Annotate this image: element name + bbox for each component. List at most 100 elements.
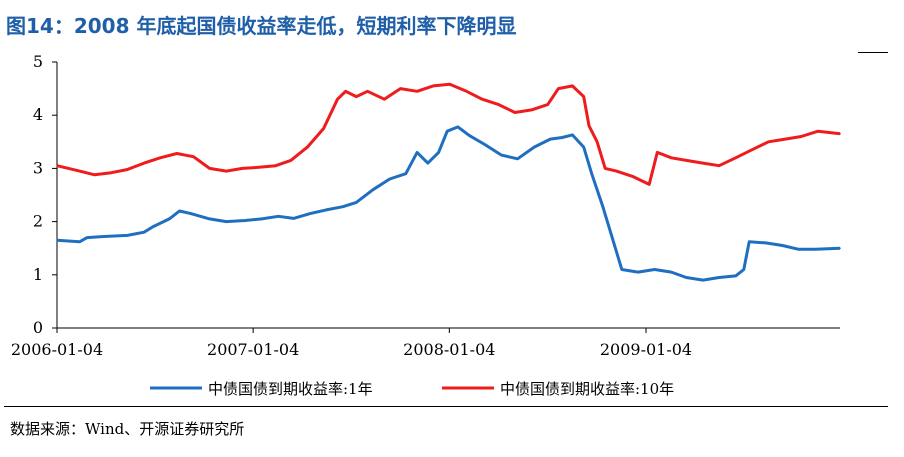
data-point xyxy=(78,170,81,172)
data-point xyxy=(143,231,145,234)
data-point xyxy=(178,210,181,212)
data-point xyxy=(192,155,195,158)
data-point xyxy=(718,276,720,279)
data-point xyxy=(416,151,418,154)
data-point xyxy=(481,98,483,101)
data-point xyxy=(383,98,386,101)
y-tick-label: 1 xyxy=(33,265,43,284)
data-point xyxy=(449,83,451,86)
data-point xyxy=(208,167,211,170)
data-point xyxy=(631,175,634,178)
series-line-10y xyxy=(56,82,841,186)
chart-axes: 0 1 2 3 4 5 2006-01-04 2007-01-04 2008-01-04 2009… xyxy=(11,52,840,359)
data-point xyxy=(102,235,105,238)
data-point xyxy=(325,209,328,211)
data-point xyxy=(571,134,574,136)
source-note: 数据来源：Wind、开源证券研究所 xyxy=(10,420,245,438)
data-point xyxy=(604,167,606,170)
data-point xyxy=(516,158,519,160)
data-point xyxy=(56,239,58,242)
data-point xyxy=(457,126,459,128)
data-point xyxy=(399,87,402,90)
data-point xyxy=(306,146,309,148)
data-point xyxy=(126,168,129,171)
data-point xyxy=(355,95,358,98)
data-point xyxy=(126,234,129,237)
data-point xyxy=(743,268,745,271)
data-point xyxy=(225,220,228,223)
y-tick-label: 3 xyxy=(33,158,43,177)
data-point xyxy=(176,152,178,155)
data-point xyxy=(465,90,468,93)
y-tick-label: 5 xyxy=(33,52,43,71)
data-point xyxy=(427,162,429,164)
data-point xyxy=(208,218,211,220)
data-point xyxy=(432,85,434,87)
data-point xyxy=(621,268,623,271)
data-point xyxy=(86,236,88,239)
data-point xyxy=(514,111,516,114)
data-point xyxy=(533,146,536,148)
y-tick-label: 0 xyxy=(33,318,43,337)
header-rule xyxy=(858,52,888,53)
data-point xyxy=(168,218,171,220)
data-point xyxy=(309,212,311,215)
legend-label: 中债国债到期收益率:1年 xyxy=(208,380,373,398)
data-point xyxy=(685,276,688,279)
data-point xyxy=(718,164,720,167)
footer-rule xyxy=(4,406,888,407)
data-point xyxy=(685,159,688,162)
data-point xyxy=(78,241,81,243)
data-point xyxy=(277,215,280,218)
data-point xyxy=(437,151,440,154)
data-point xyxy=(342,205,344,208)
data-point xyxy=(549,138,552,140)
data-point xyxy=(648,183,651,186)
data-point xyxy=(588,125,590,127)
data-point xyxy=(734,275,737,277)
data-point xyxy=(372,188,374,191)
data-point xyxy=(446,130,448,132)
data-point xyxy=(143,162,145,164)
series-layer xyxy=(56,82,841,282)
data-point xyxy=(751,148,753,151)
data-point xyxy=(260,218,263,220)
data-point xyxy=(582,95,585,98)
data-point xyxy=(637,271,639,273)
data-point xyxy=(388,178,391,180)
data-point xyxy=(468,134,470,137)
data-point xyxy=(546,103,549,106)
data-point xyxy=(797,248,800,251)
data-point xyxy=(670,156,673,159)
data-point xyxy=(289,159,292,162)
data-point xyxy=(702,279,704,281)
data-point xyxy=(653,268,656,271)
data-point xyxy=(274,164,277,167)
x-tick-label: 2007-01-04 xyxy=(207,340,299,359)
data-point xyxy=(93,173,96,176)
data-point xyxy=(151,226,154,228)
series-line-1y xyxy=(56,125,841,282)
data-point xyxy=(225,170,228,172)
data-point xyxy=(258,166,260,169)
data-point xyxy=(497,103,500,106)
data-point xyxy=(702,162,704,164)
data-point xyxy=(839,247,841,249)
data-point xyxy=(615,170,618,172)
legend-label: 中债国债到期收益率:10年 xyxy=(500,380,674,398)
data-point xyxy=(110,171,113,174)
x-tick-label: 2008-01-04 xyxy=(403,340,495,359)
data-point xyxy=(817,130,819,132)
data-point xyxy=(601,204,604,207)
data-point xyxy=(557,87,560,90)
data-point xyxy=(784,138,786,140)
x-tick-label: 2006-01-04 xyxy=(11,340,103,359)
data-point xyxy=(344,90,347,93)
data-point xyxy=(366,90,369,93)
chart-title: 图14：2008 年底起国债收益率走低，短期利率下降明显 xyxy=(6,14,517,38)
data-point xyxy=(322,127,325,130)
data-point xyxy=(734,156,737,159)
data-point xyxy=(814,248,817,251)
data-point xyxy=(612,242,615,244)
data-point xyxy=(244,219,246,222)
